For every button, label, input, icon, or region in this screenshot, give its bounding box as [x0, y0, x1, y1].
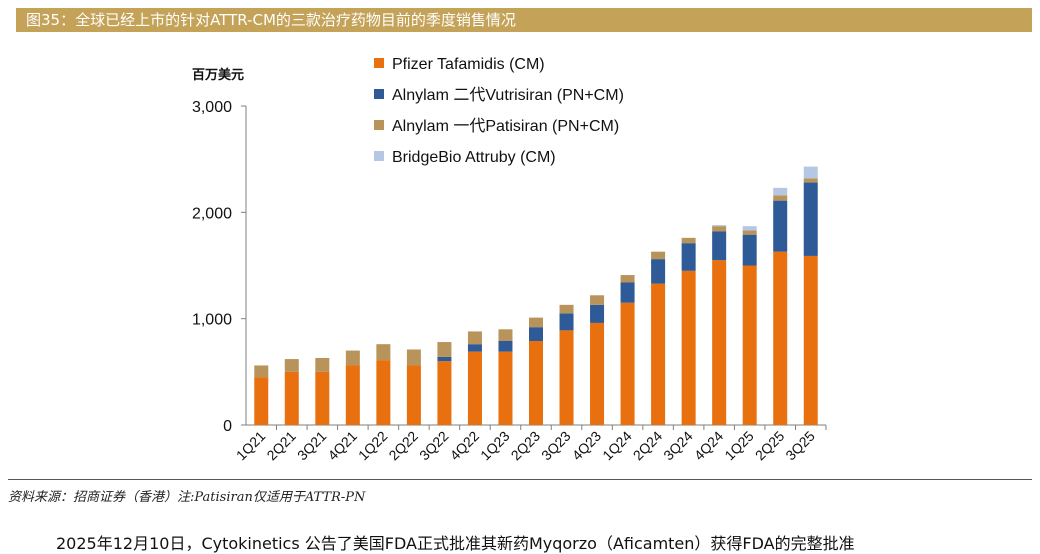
bar-segment-1Q24-series-1 — [620, 282, 635, 303]
bar-segment-2Q24-series-1 — [651, 259, 666, 284]
bar-segment-2Q23-series-2 — [529, 317, 543, 328]
y-tick-label: 1,000 — [192, 312, 232, 329]
bar-segment-2Q22-series-0 — [406, 365, 421, 425]
bar-segment-4Q22-series-1 — [467, 344, 482, 352]
bar-segment-2Q21-series-0 — [284, 371, 299, 425]
stacked-bar-chart: 0 1,000 2,000 3,000 百万美元 1Q212Q213Q214Q211Q22… — [192, 56, 827, 464]
body-paragraph: 2025年12月10日，Cytokinetics 公告了美国FDA正式批准其新药… — [56, 534, 855, 553]
bar-segment-1Q24-series-2 — [620, 275, 635, 283]
bar-segment-4Q23-series-2 — [590, 295, 605, 305]
x-tick-label: 1Q25 — [721, 428, 757, 464]
bar-segment-2Q23-series-1 — [529, 327, 543, 341]
bar-segment-3Q21-series-2 — [315, 358, 330, 372]
bar-segment-4Q23-series-1 — [590, 304, 605, 323]
x-tick-label: 3Q25 — [782, 428, 818, 464]
figure-title: 图35：全球已经上市的针对ATTR-CM的三款治疗药物目前的季度销售情况 — [16, 8, 1032, 32]
y-unit-label: 百万美元 — [192, 67, 244, 83]
bar-segment-1Q21-series-2 — [254, 365, 269, 378]
x-tick-label: 2Q21 — [263, 428, 299, 464]
bar-segment-3Q24-series-0 — [681, 270, 696, 425]
bar-segment-3Q24-series-2 — [681, 237, 696, 244]
bar-segment-3Q24-series-1 — [681, 243, 696, 271]
bar-segment-1Q24-series-0 — [620, 302, 635, 425]
bar-segment-4Q23-series-0 — [590, 322, 605, 425]
bar-segment-3Q25-series-1 — [803, 182, 818, 256]
legend-label: BridgeBio Attruby (CM) — [392, 149, 556, 166]
y-tick-label: 0 — [223, 418, 232, 435]
x-tick-label: 2Q22 — [385, 428, 421, 464]
x-tick-label: 1Q22 — [355, 428, 391, 464]
bar-segment-2Q24-series-2 — [651, 251, 666, 260]
legend-label: Alnylam 二代Vutrisiran (PN+CM) — [392, 86, 624, 104]
x-tick-label: 1Q23 — [477, 428, 513, 464]
bar-segment-3Q21-series-0 — [315, 371, 330, 425]
y-tick-label: 2,000 — [192, 205, 232, 222]
x-tick-label: 2Q23 — [508, 428, 544, 464]
legend-swatch — [374, 120, 384, 130]
bar-segment-2Q25-series-1 — [773, 200, 788, 252]
bar-segment-2Q22-series-2 — [406, 349, 421, 366]
bar-segment-4Q24-series-3 — [712, 225, 727, 227]
legend-swatch — [374, 89, 384, 99]
legend-swatch — [374, 58, 384, 68]
bar-segment-3Q23-series-0 — [559, 330, 574, 425]
bar-segment-4Q24-series-0 — [712, 260, 727, 425]
bar-segment-2Q25-series-2 — [773, 195, 788, 201]
bar-segment-1Q23-series-1 — [498, 340, 513, 352]
bar-segment-3Q25-series-2 — [803, 178, 818, 183]
bar-segment-1Q25-series-3 — [742, 226, 757, 231]
bar-segment-1Q23-series-0 — [498, 351, 513, 425]
x-tick-label: 4Q21 — [324, 428, 360, 464]
bar-segment-1Q22-series-0 — [376, 360, 391, 425]
divider-line — [8, 479, 1032, 480]
x-tick-label: 2Q25 — [752, 428, 788, 464]
x-tick-label: 2Q24 — [630, 428, 666, 464]
bar-segment-1Q25-series-1 — [742, 234, 757, 266]
bar-segment-1Q22-series-2 — [376, 344, 391, 361]
bar-segment-2Q25-series-0 — [773, 251, 788, 425]
source-note: 资料来源：招商证券（香港）注:Patisiran仅适用于ATTR-PN — [8, 490, 366, 505]
x-tick-label: 1Q24 — [599, 428, 635, 464]
legend-label: Pfizer Tafamidis (CM) — [392, 56, 545, 73]
bar-segment-4Q22-series-0 — [467, 351, 482, 425]
bar-segment-3Q23-series-1 — [559, 313, 574, 331]
y-tick-label: 3,000 — [192, 99, 232, 116]
bar-segment-3Q22-series-0 — [437, 361, 452, 425]
bar-segment-4Q24-series-2 — [712, 226, 727, 232]
bar-segment-1Q25-series-0 — [742, 265, 757, 425]
bar-segment-2Q24-series-0 — [651, 283, 666, 425]
bar-segment-3Q25-series-0 — [803, 255, 818, 425]
bar-segment-3Q23-series-2 — [559, 304, 574, 314]
bar-segment-2Q23-series-0 — [529, 340, 543, 425]
bar-segment-2Q25-series-3 — [773, 187, 788, 196]
x-tick-label: 3Q23 — [538, 428, 574, 464]
bar-segment-3Q25-series-3 — [803, 166, 818, 179]
bar-segment-4Q21-series-2 — [345, 350, 360, 366]
bar-segment-4Q21-series-0 — [345, 365, 360, 425]
bar-segment-3Q22-series-2 — [437, 342, 452, 357]
x-tick-label: 4Q23 — [569, 428, 605, 464]
x-tick-label: 3Q24 — [660, 428, 696, 464]
x-tick-label: 4Q24 — [691, 428, 727, 464]
x-tick-label: 4Q22 — [447, 428, 483, 464]
legend-label: Alnylam 一代Patisiran (PN+CM) — [392, 117, 619, 135]
bar-segment-4Q22-series-2 — [467, 331, 482, 345]
bar-segment-4Q24-series-1 — [712, 231, 727, 261]
legend-swatch — [374, 151, 384, 161]
x-tick-label: 3Q21 — [294, 428, 330, 464]
x-tick-label: 1Q21 — [233, 428, 269, 464]
bar-segment-3Q22-series-1 — [437, 356, 452, 362]
x-tick-label: 3Q22 — [416, 428, 452, 464]
bar-segment-1Q25-series-2 — [742, 230, 757, 235]
bar-segment-1Q23-series-2 — [498, 329, 513, 341]
bar-segment-2Q21-series-2 — [284, 359, 299, 372]
bar-segment-1Q21-series-0 — [254, 377, 269, 425]
